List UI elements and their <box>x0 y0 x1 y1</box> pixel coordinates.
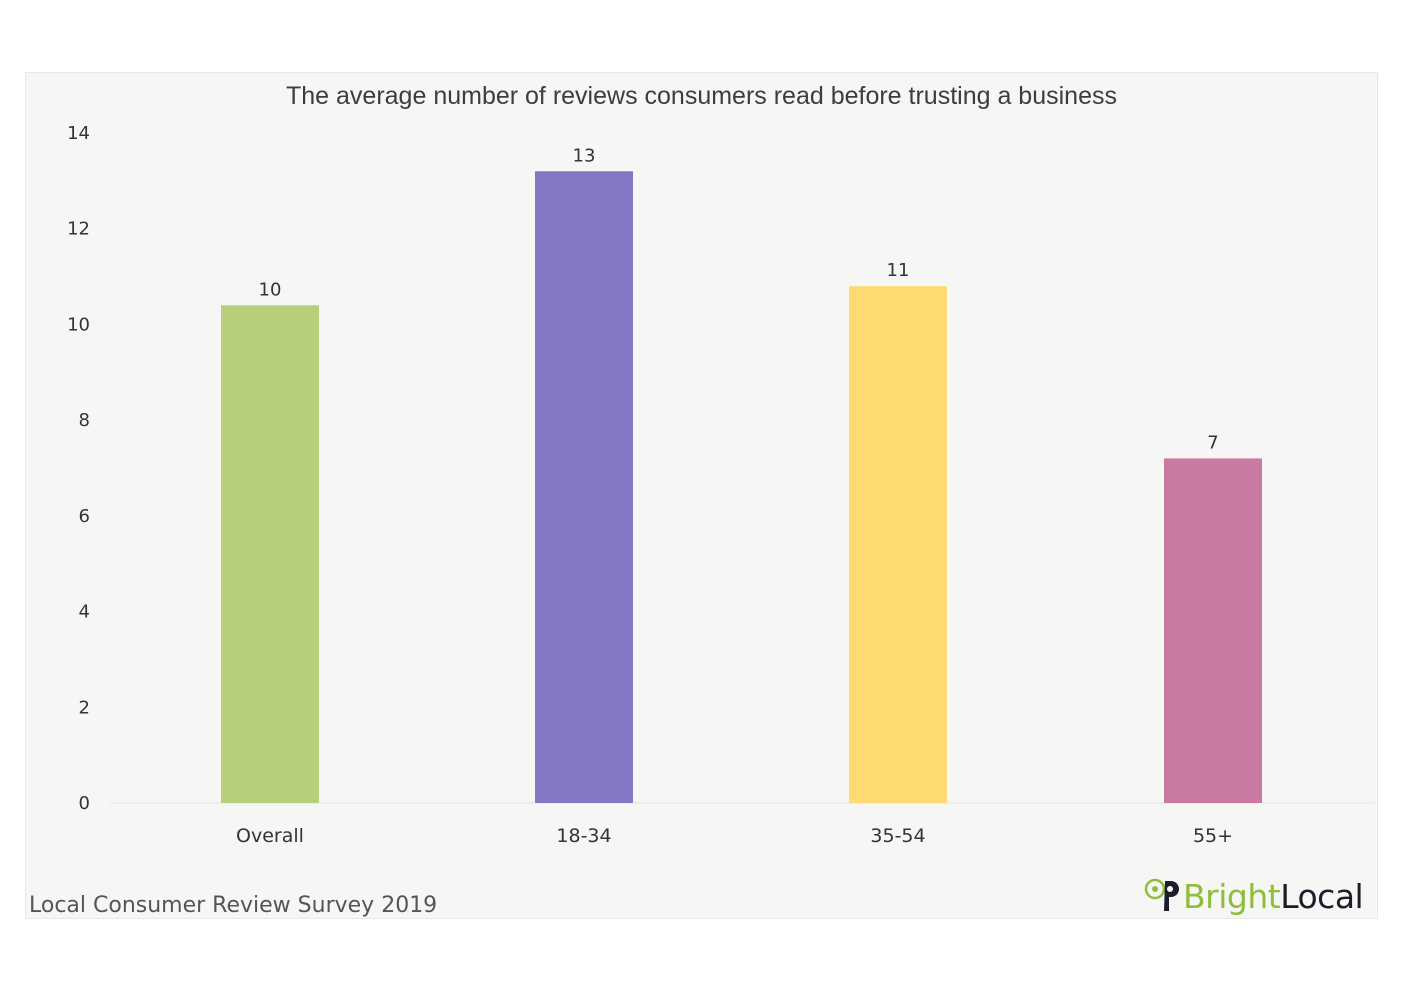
data-label: 10 <box>259 279 282 300</box>
brand-name: BrightLocal <box>1183 876 1364 916</box>
bars <box>221 171 1262 804</box>
data-label: 11 <box>887 260 910 281</box>
source-caption: Local Consumer Review Survey 2019 <box>29 893 438 918</box>
x-tick-label: 35-54 <box>870 825 925 847</box>
y-axis: 0 2 4 6 8 10 12 14 <box>67 123 90 814</box>
brand-name-part1: Bright <box>1183 876 1281 916</box>
y-tick-label: 12 <box>67 219 90 240</box>
x-axis: Overall 18-34 35-54 55+ <box>236 825 1233 847</box>
x-tick-label: 55+ <box>1193 825 1233 847</box>
y-tick-label: 2 <box>79 697 90 718</box>
data-labels: 10 13 11 7 <box>259 145 1219 453</box>
y-tick-label: 14 <box>67 123 90 144</box>
bar-55- <box>1164 458 1262 803</box>
bar-overall <box>221 305 319 803</box>
brand-logo: BrightLocal <box>1143 874 1364 918</box>
data-label: 13 <box>573 145 596 166</box>
y-tick-label: 8 <box>79 410 90 431</box>
y-tick-label: 4 <box>79 602 90 623</box>
y-tick-label: 6 <box>79 506 90 527</box>
x-tick-label: Overall <box>236 825 304 847</box>
brand-name-part2: Local <box>1280 876 1364 916</box>
bar-18-34 <box>535 171 633 804</box>
bar-35-54 <box>849 286 947 804</box>
y-tick-label: 10 <box>67 314 90 335</box>
map-pin-icon <box>1144 878 1179 911</box>
y-tick-label: 0 <box>79 793 90 814</box>
chart-title: The average number of reviews consumers … <box>286 82 1117 110</box>
x-tick-label: 18-34 <box>556 825 611 847</box>
data-label: 7 <box>1207 432 1218 453</box>
